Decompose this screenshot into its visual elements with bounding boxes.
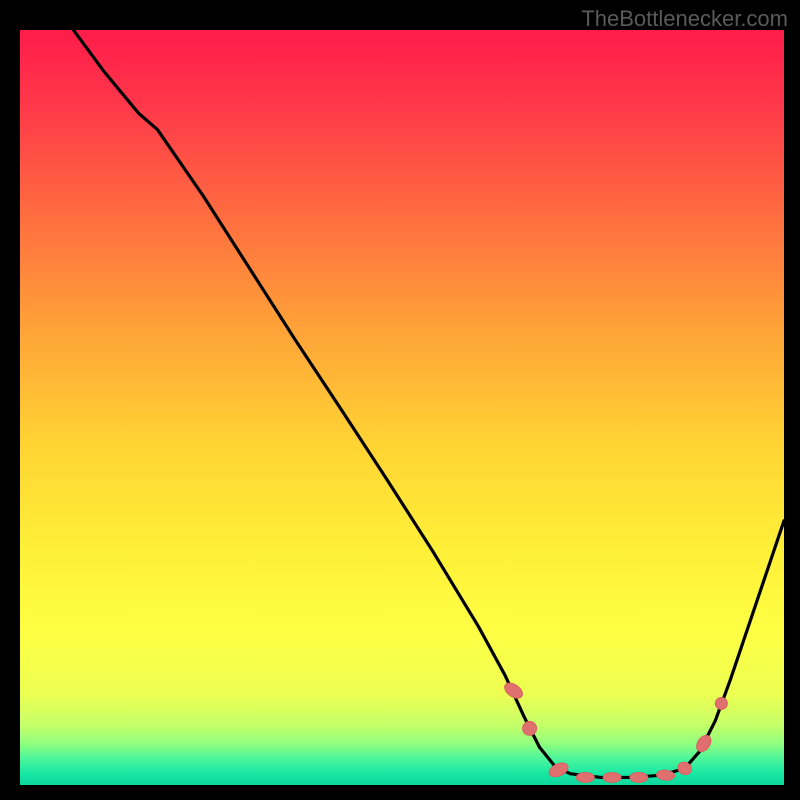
marker-9 — [715, 697, 727, 709]
marker-3 — [576, 772, 594, 782]
plot-svg — [20, 30, 784, 785]
chart-container: TheBottlenecker.com — [0, 0, 800, 800]
marker-1 — [523, 721, 537, 735]
gradient-background — [20, 30, 784, 785]
marker-5 — [630, 772, 648, 782]
marker-4 — [603, 772, 621, 782]
watermark-text: TheBottlenecker.com — [581, 6, 788, 32]
plot-area — [20, 30, 784, 785]
